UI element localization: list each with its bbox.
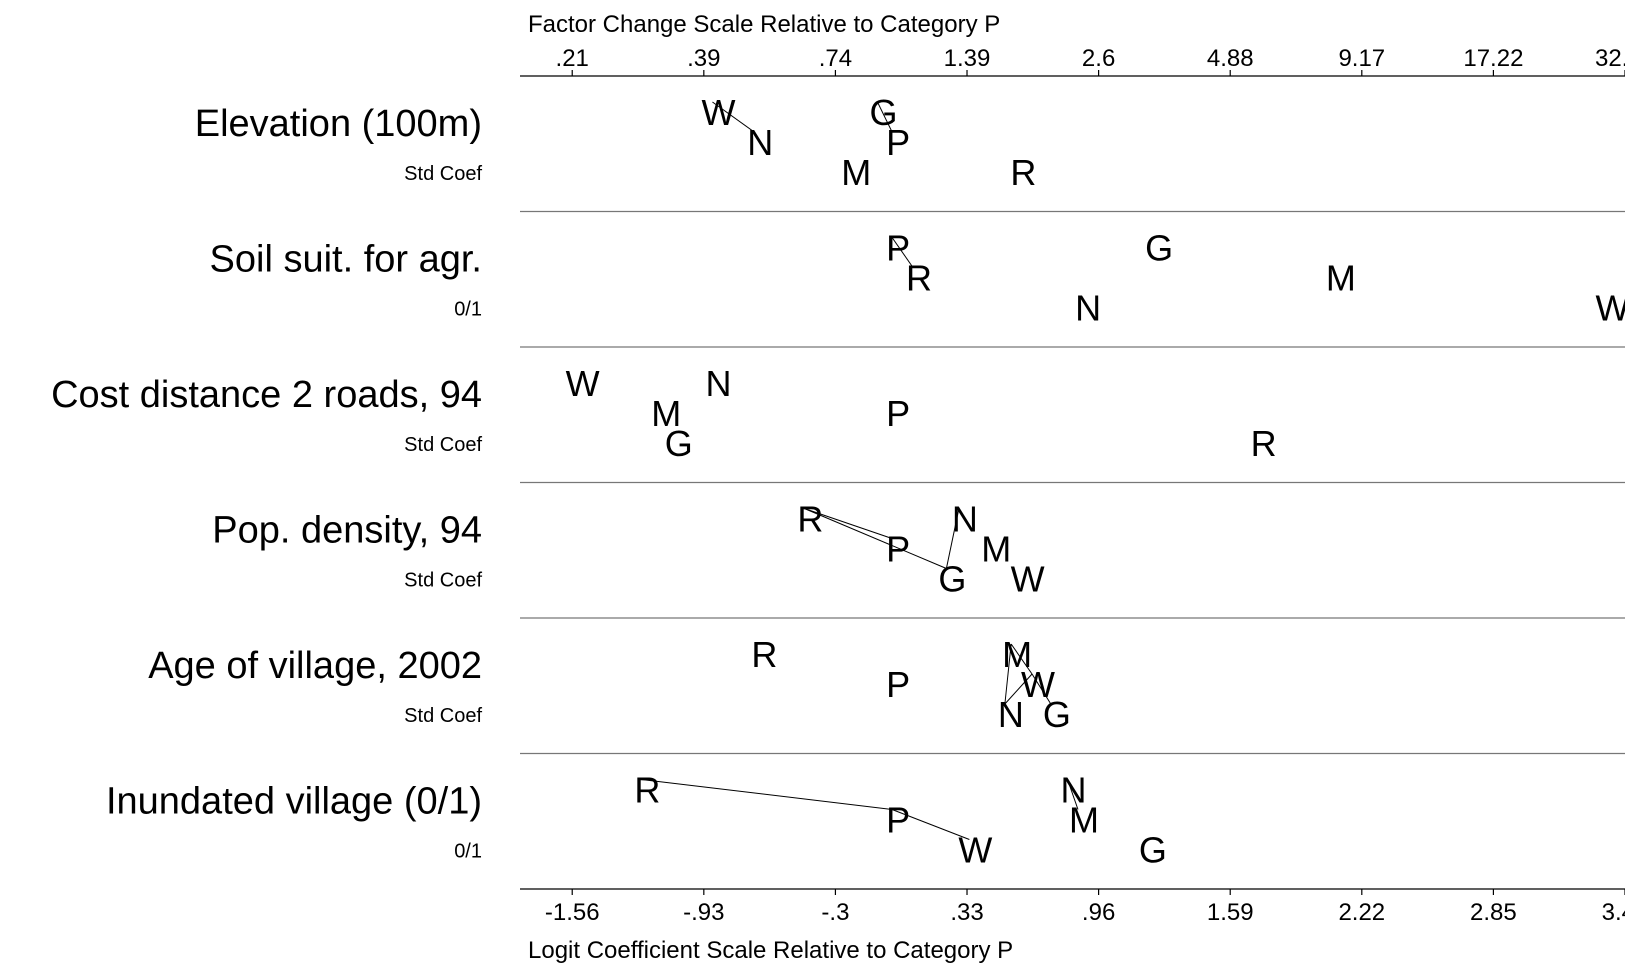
variable-row: Soil suit. for agr. 0/1 PR G M N W [210,228,1625,348]
category-point-p: P [886,800,910,841]
significance-connector [1031,673,1052,705]
variable-row: Cost distance 2 roads, 94 Std Coef W NM P G R [51,363,1625,484]
significance-connector [1004,673,1033,705]
top-tick-label: 17.22 [1463,45,1523,72]
variable-name: Pop. density, 94 [212,510,482,552]
variable-row: Elevation (100m) Std Coef WN GPM R [195,92,1625,213]
bottom-tick-label: 2.22 [1338,899,1385,926]
variable-unit: Std Coef [404,163,482,185]
category-point-r: R [797,499,823,540]
bottom-tick-label: -.3 [821,899,849,926]
variable-unit: Std Coef [404,570,482,592]
bottom-tick-label: 3.48 [1602,899,1625,926]
variable-unit: 0/1 [454,841,482,863]
top-tick-label: .74 [819,45,852,72]
category-point-g: G [1043,694,1071,735]
bottom-tick-label: .33 [950,899,983,926]
variable-name: Soil suit. for agr. [210,239,482,281]
category-point-n: N [1061,770,1087,811]
category-point-g: G [938,559,966,600]
variable-name: Cost distance 2 roads, 94 [51,374,482,416]
bottom-axis-title: Logit Coefficient Scale Relative to Cate… [528,937,1013,963]
top-axis-title: Factor Change Scale Relative to Category… [528,11,1000,38]
significance-connector [877,101,893,133]
bottom-tick-label: 1.59 [1207,899,1254,926]
category-point-w: W [1011,559,1045,600]
significance-connector [712,101,755,133]
top-axis-ticks: .21 .39 .74 1.39 2.6 4.88 9.17 17.22 32.34 [556,45,1625,76]
significance-connector [891,237,914,268]
top-tick-label: .21 [556,45,589,72]
variable-unit: Std Coef [404,705,482,727]
significance-connector [641,779,893,810]
category-point-m: M [1326,258,1356,299]
category-point-g: G [1145,228,1173,269]
variable-name: Inundated village (0/1) [106,781,482,823]
category-point-g: G [869,92,897,133]
significance-connector [1010,643,1033,675]
category-point-p: P [886,393,910,434]
category-point-w: W [1595,288,1625,329]
category-point-n: N [705,363,731,404]
category-point-n: N [952,499,978,540]
variable-unit: 0/1 [454,299,482,321]
category-point-n: N [1075,288,1101,329]
category-point-r: R [906,258,932,299]
significance-connector [804,508,947,569]
category-point-p: P [886,122,910,163]
category-point-n: N [998,694,1024,735]
category-point-r: R [1010,152,1036,193]
category-point-p: P [886,529,910,570]
category-point-w: W [958,830,992,871]
category-point-n: N [747,122,773,163]
category-point-w: W [566,363,600,404]
category-point-m: M [1069,800,1099,841]
variable-row: Pop. density, 94 Std Coef R N P MG W [212,499,1625,619]
category-point-g: G [1139,830,1167,871]
top-tick-label: 2.6 [1082,45,1115,72]
category-point-m: M [1002,634,1032,675]
category-point-r: R [751,634,777,675]
top-tick-label: 32.34 [1595,45,1625,72]
top-tick-label: 1.39 [944,45,991,72]
variable-row: Age of village, 2002 Std Coef R M P WN G [148,634,1625,755]
variable-name: Age of village, 2002 [148,645,482,687]
top-tick-label: 4.88 [1207,45,1254,72]
category-point-m: M [841,152,871,193]
category-point-g: G [665,423,693,464]
bottom-tick-label: .96 [1082,899,1115,926]
variable-row: Inundated village (0/1) 0/1 R N P M W G [106,770,1167,871]
top-tick-label: .39 [687,45,720,72]
top-tick-label: 9.17 [1338,45,1385,72]
significance-connector [1004,643,1012,705]
bottom-axis-ticks: -1.56 -.93 -.3 .33 .96 1.59 2.22 2.85 3.48 [545,889,1625,926]
significance-connector [1067,779,1079,810]
significance-connector [891,809,970,840]
bottom-tick-label: -1.56 [545,899,600,926]
category-point-w: W [1021,664,1055,705]
category-point-r: R [634,770,660,811]
bottom-tick-label: 2.85 [1470,899,1517,926]
variable-name: Elevation (100m) [195,103,482,145]
category-point-m: M [981,529,1011,570]
category-point-r: R [1251,423,1277,464]
bottom-tick-label: -.93 [683,899,724,926]
category-point-m: M [651,393,681,434]
significance-connector [804,508,893,539]
category-point-p: P [886,664,910,705]
category-point-w: W [701,92,735,133]
significance-connector [945,508,960,569]
category-point-p: P [886,228,910,269]
variable-unit: Std Coef [404,434,482,456]
